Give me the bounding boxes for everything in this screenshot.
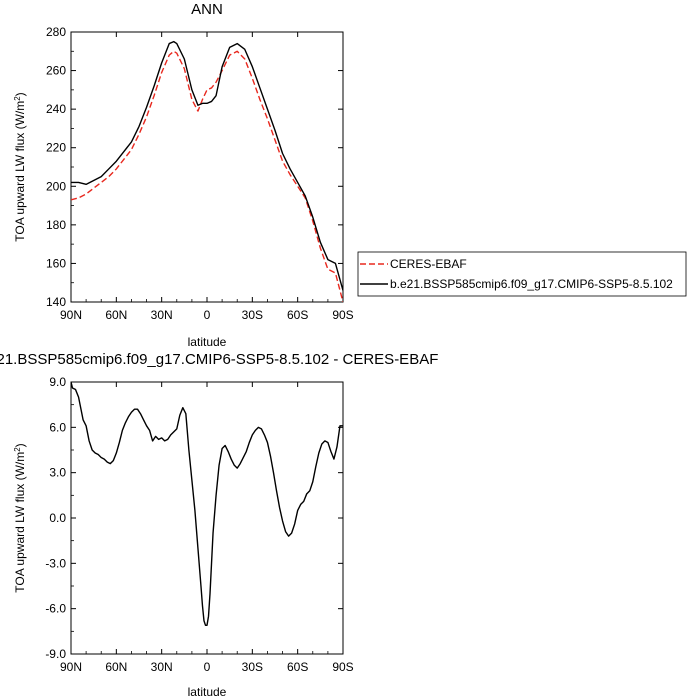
bottom-ytick-label: -6.0: [45, 602, 66, 616]
top-xtick-label: 60S: [287, 308, 308, 322]
chart-top-frame: [70, 31, 344, 303]
bottom-xtick-label: 60S: [287, 660, 308, 674]
top-series-line-1: [71, 40, 343, 291]
bottom-ytick-label: 3.0: [49, 466, 66, 480]
bottom-ytick-label: -9.0: [45, 647, 66, 661]
chart-top-series: [71, 40, 343, 302]
chart-bottom: b.e21.BSSP585cmip6.f09_g17.CMIP6-SSP5-8.…: [0, 351, 438, 699]
bottom-xtick-label: 30S: [242, 660, 263, 674]
top-ytick-label: 280: [46, 25, 66, 39]
chart-bottom-xlabel: latitude: [188, 685, 227, 699]
legend-ceres-label: CERES-EBAF: [390, 257, 467, 271]
top-ytick-label: 220: [46, 141, 66, 155]
bottom-xtick-label: 60N: [105, 660, 127, 674]
top-ytick-label: 160: [46, 256, 66, 270]
bottom-ytick-label: 6.0: [49, 420, 66, 434]
chart-top-ticks: 90N 60N 30N 0 30S 60S 90S 140 160 180 200 220 240 260…: [46, 25, 354, 322]
top-ytick-label: 200: [46, 179, 66, 193]
top-xtick-label: 30S: [242, 308, 263, 322]
chart-bottom-ylabel: TOA upward LW flux (W/m2): [13, 443, 27, 592]
top-xtick-label: 90N: [60, 308, 82, 322]
top-xtick-label: 30N: [151, 308, 173, 322]
top-ytick-label: 140: [46, 295, 66, 309]
chart-bottom-title: b.e21.BSSP585cmip6.f09_g17.CMIP6-SSP5-8.…: [0, 351, 438, 368]
chart-top-xlabel: latitude: [188, 335, 227, 349]
bottom-xtick-label: 0: [204, 660, 211, 674]
chart-top-title: ANN: [191, 1, 223, 18]
legend-box: [357, 251, 687, 297]
bottom-xtick-label: 90S: [332, 660, 353, 674]
bottom-xtick-label: 90N: [60, 660, 82, 674]
top-series-line-0: [71, 50, 343, 302]
chart-bottom-frame: [70, 381, 344, 655]
chart-bottom-series: [71, 382, 343, 626]
bottom-ytick-label: 0.0: [49, 511, 66, 525]
top-xtick-label: 90S: [332, 308, 353, 322]
chart-top: ANN 90N 60N 30N 0 30S 60S 90S 140 160 180 200 220 24…: [13, 1, 687, 349]
legend: CERES-EBAF b.e21.BSSP585cmip6.f09_g17.CM…: [357, 251, 687, 297]
top-ytick-label: 240: [46, 102, 66, 116]
bottom-xtick-label: 30N: [151, 660, 173, 674]
bottom-ytick-label: 9.0: [49, 375, 66, 389]
top-xtick-label: 0: [204, 308, 211, 322]
top-ytick-label: 180: [46, 218, 66, 232]
bottom-ytick-label: -3.0: [45, 556, 66, 570]
bottom-series-line-0: [71, 382, 343, 626]
chart-bottom-ticks: 90N 60N 30N 0 30S 60S 90S -9.0 -6.0 -3.0 0.0 3.0 6.0…: [45, 375, 353, 674]
chart-top-ylabel: TOA upward LW flux (W/m2): [13, 92, 27, 241]
top-ytick-label: 260: [46, 64, 66, 78]
legend-model-label: b.e21.BSSP585cmip6.f09_g17.CMIP6-SSP5-8.…: [390, 277, 673, 291]
top-xtick-label: 60N: [105, 308, 127, 322]
